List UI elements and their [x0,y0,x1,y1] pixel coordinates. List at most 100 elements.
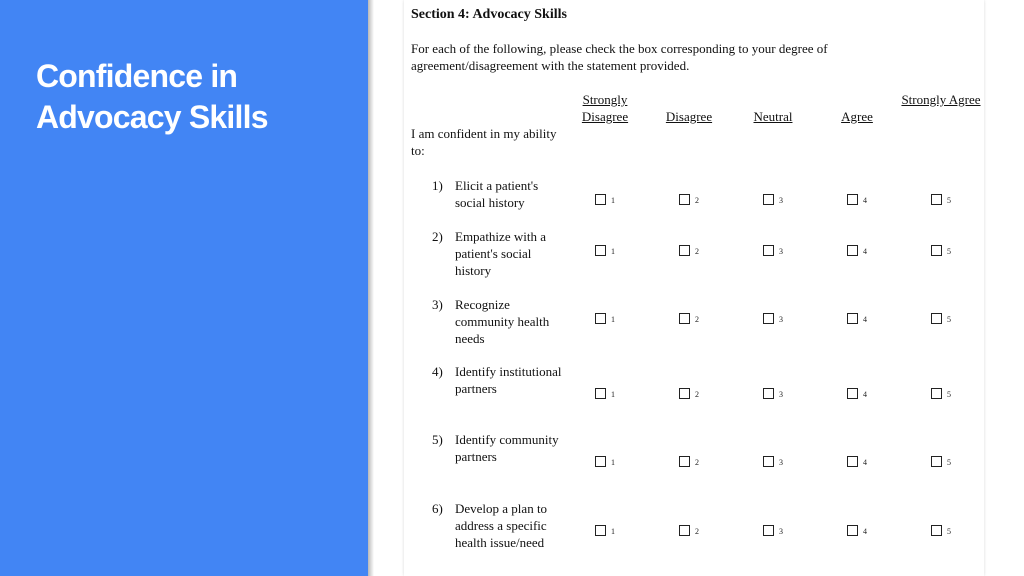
rating-option: 5 [931,456,971,470]
rating-checkbox[interactable] [763,194,774,205]
rating-value: 5 [947,247,951,256]
rating-value: 4 [863,247,867,256]
rating-checkbox[interactable] [595,388,606,399]
column-header-agree: Agree [841,109,873,124]
rating-checkbox[interactable] [679,194,690,205]
rating-option: 2 [679,388,719,402]
rating-option: 4 [847,194,887,208]
rating-option: 2 [679,245,719,259]
item-number: 2) [432,229,443,244]
item-text: Elicit a patient's social history [455,178,539,210]
rating-value: 4 [863,196,867,205]
rating-value: 5 [947,458,951,467]
title-panel: Confidence in Advocacy Skills [0,0,368,576]
rating-value: 1 [611,458,615,467]
rating-option: 2 [679,313,719,327]
item-text: Identify community partners [455,432,559,464]
rating-checkbox[interactable] [595,245,606,256]
rating-value: 3 [779,196,783,205]
rating-value: 2 [695,247,699,256]
column-header-strongly-agree: Strongly Agree [901,92,981,107]
rating-option: 4 [847,456,887,470]
rating-checkbox[interactable] [847,456,858,467]
rating-checkbox[interactable] [931,388,942,399]
column-header-neutral: Neutral [753,109,793,124]
rating-checkbox[interactable] [931,313,942,324]
column-header-strongly-disagree: Strongly Disagree [581,92,629,124]
rating-checkbox[interactable] [679,388,690,399]
rating-value: 2 [695,196,699,205]
rating-option: 3 [763,525,803,539]
rating-checkbox[interactable] [847,388,858,399]
rating-option: 1 [595,194,635,208]
item-number: 5) [432,432,443,447]
rating-checkbox[interactable] [763,525,774,536]
rating-value: 5 [947,196,951,205]
rating-checkbox[interactable] [847,245,858,256]
rating-value: 2 [695,458,699,467]
item-number: 4) [432,364,443,379]
item-number: 1) [432,178,443,193]
rating-value: 2 [695,315,699,324]
item-text: Identify institutional partners [455,364,562,396]
rating-option: 5 [931,388,971,402]
rating-checkbox[interactable] [763,313,774,324]
slide-title: Confidence in Advocacy Skills [36,58,269,135]
rating-value: 1 [611,247,615,256]
rating-value: 3 [779,247,783,256]
rating-checkbox[interactable] [847,525,858,536]
rating-checkbox[interactable] [931,194,942,205]
rating-option: 3 [763,194,803,208]
rating-option: 5 [931,313,971,327]
rating-option: 1 [595,456,635,470]
rating-checkbox[interactable] [595,525,606,536]
rating-checkbox[interactable] [931,245,942,256]
rating-checkbox[interactable] [595,194,606,205]
rating-option: 4 [847,313,887,327]
rating-checkbox[interactable] [847,194,858,205]
rating-checkbox[interactable] [679,456,690,467]
rating-checkbox[interactable] [847,313,858,324]
rating-option: 5 [931,194,971,208]
instructions-text: For each of the following, please check … [411,41,828,73]
rating-option: 5 [931,525,971,539]
rating-value: 1 [611,390,615,399]
item-number: 6) [432,501,443,516]
rating-value: 1 [611,527,615,536]
question-stem: I am confident in my ability to: [411,126,557,158]
rating-checkbox[interactable] [679,313,690,324]
column-header-disagree: Disagree [665,109,713,124]
rating-checkbox[interactable] [595,313,606,324]
rating-checkbox[interactable] [679,525,690,536]
rating-option: 1 [595,388,635,402]
rating-value: 3 [779,315,783,324]
rating-value: 5 [947,315,951,324]
rating-option: 2 [679,194,719,208]
rating-checkbox[interactable] [763,388,774,399]
rating-value: 3 [779,458,783,467]
rating-value: 5 [947,527,951,536]
rating-checkbox[interactable] [763,245,774,256]
rating-option: 2 [679,525,719,539]
rating-value: 1 [611,315,615,324]
rating-value: 2 [695,527,699,536]
rating-option: 4 [847,388,887,402]
panel-shadow [368,0,374,576]
rating-option: 4 [847,245,887,259]
rating-value: 3 [779,390,783,399]
rating-value: 3 [779,527,783,536]
rating-checkbox[interactable] [931,456,942,467]
rating-option: 4 [847,525,887,539]
rating-option: 3 [763,313,803,327]
rating-option: 3 [763,456,803,470]
item-text: Recognize community health needs [455,297,550,346]
rating-value: 1 [611,196,615,205]
rating-checkbox[interactable] [679,245,690,256]
item-number: 3) [432,297,443,312]
rating-checkbox[interactable] [763,456,774,467]
rating-value: 4 [863,390,867,399]
section-title: Section 4: Advocacy Skills [411,7,567,22]
rating-checkbox[interactable] [595,456,606,467]
rating-option: 2 [679,456,719,470]
rating-checkbox[interactable] [931,525,942,536]
